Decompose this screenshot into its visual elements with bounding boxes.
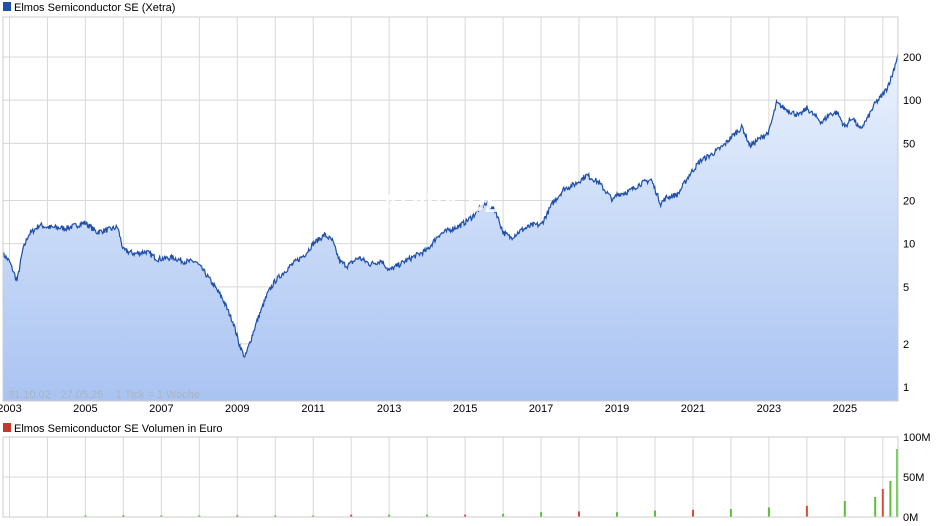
- volume-bar: [84, 515, 87, 517]
- price-panel: 1 2 5 10 20 50 100 200 2003 2005 2007 2009 2011 2013…: [0, 16, 921, 415]
- volume-bar: [388, 514, 391, 517]
- volume-bar: [426, 514, 429, 517]
- volume-bar: [578, 511, 580, 517]
- price-x-tick-label: 2005: [73, 403, 97, 415]
- volume-bar: [502, 513, 505, 517]
- volume-bar: [889, 481, 892, 517]
- volume-y-tick-label: 0M: [903, 512, 918, 524]
- price-line: [2, 53, 899, 358]
- price-area: [3, 54, 898, 401]
- price-x-tick-label: 2015: [453, 403, 477, 415]
- volume-panel: 0M 50M 100M: [2, 432, 931, 524]
- price-x-tick-label: 2003: [0, 403, 22, 415]
- volume-bar: [692, 509, 694, 517]
- volume-bar: [767, 507, 770, 517]
- volume-bar: [540, 512, 543, 517]
- price-x-tick-label: 2019: [605, 403, 629, 415]
- volume-bar: [236, 515, 239, 517]
- volume-bar: [843, 501, 846, 517]
- volume-plot-frame: [2, 436, 899, 518]
- volume-y-tick-label: 100M: [903, 432, 931, 444]
- price-y-tick-label: 5: [903, 282, 909, 294]
- price-chart-title: Elmos Semiconductor SE (Xetra): [14, 2, 175, 14]
- price-legend-swatch: [3, 2, 11, 11]
- volume-bar: [654, 510, 656, 517]
- volume-bar: [350, 514, 353, 517]
- volume-bar: [729, 509, 732, 517]
- volume-bar: [464, 514, 467, 517]
- volume-legend-swatch: [3, 423, 11, 432]
- volume-bar: [874, 497, 877, 517]
- volume-bar: [616, 512, 618, 517]
- price-y-tick-label: 100: [903, 95, 921, 107]
- volume-bar: [896, 449, 899, 517]
- price-y-tick-label: 10: [903, 239, 915, 251]
- price-y-tick-label: 50: [903, 138, 915, 150]
- volume-chart-title: Elmos Semiconductor SE Volumen in Euro: [14, 423, 223, 435]
- price-x-tick-label: 2023: [757, 403, 781, 415]
- range-note: 31.10.02 - 27.05.26 1 Tick = 1 Woche: [8, 389, 200, 401]
- price-y-tick-label: 2: [903, 339, 909, 351]
- price-plot-frame: [2, 16, 899, 402]
- price-y-tick-label: 20: [903, 195, 915, 207]
- price-y-tick-label: 200: [903, 52, 921, 64]
- price-x-tick-label: 2021: [681, 403, 705, 415]
- watermark: ARIVA.DE: [379, 188, 503, 218]
- price-x-tick-label: 2011: [301, 403, 325, 415]
- price-x-tick-label: 2017: [529, 403, 553, 415]
- price-x-tick-label: 2013: [377, 403, 401, 415]
- price-x-tick-label: 2007: [149, 403, 173, 415]
- price-x-tick-label: 2009: [225, 403, 249, 415]
- volume-bar: [274, 515, 277, 517]
- volume-bar: [122, 515, 125, 517]
- volume-y-tick-label: 50M: [903, 472, 924, 484]
- price-x-tick-label: 2025: [833, 403, 857, 415]
- volume-bar: [198, 515, 201, 517]
- volume-bar: [312, 515, 315, 517]
- volume-bar: [805, 505, 808, 517]
- price-y-tick-label: 1: [903, 382, 909, 394]
- volume-bar: [881, 489, 884, 517]
- volume-bar: [160, 515, 163, 517]
